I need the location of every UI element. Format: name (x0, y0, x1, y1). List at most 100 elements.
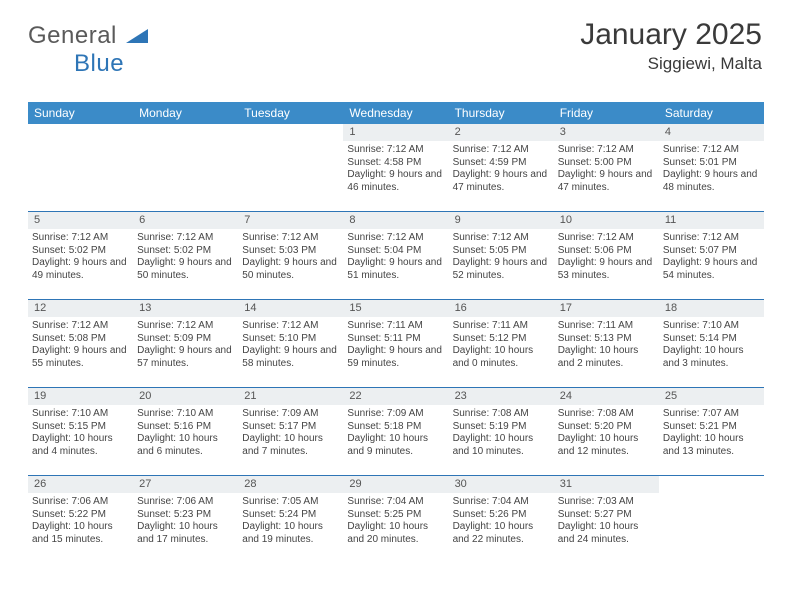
sunrise-line: Sunrise: 7:10 AM (137, 408, 234, 421)
sunset-line: Sunset: 5:20 PM (558, 421, 655, 434)
day-number (28, 124, 133, 141)
sunrise-line: Sunrise: 7:11 AM (453, 320, 550, 333)
day-details: Sunrise: 7:11 AMSunset: 5:11 PMDaylight:… (343, 317, 448, 370)
day-number: 27 (133, 476, 238, 493)
calendar-day: 17Sunrise: 7:11 AMSunset: 5:13 PMDayligh… (554, 300, 659, 387)
day-details: Sunrise: 7:06 AMSunset: 5:22 PMDaylight:… (28, 493, 133, 546)
sunset-line: Sunset: 5:22 PM (32, 509, 129, 522)
sunset-line: Sunset: 5:10 PM (242, 333, 339, 346)
day-header: Wednesday (343, 106, 448, 120)
sunset-line: Sunset: 5:14 PM (663, 333, 760, 346)
sunrise-line: Sunrise: 7:04 AM (453, 496, 550, 509)
sunset-line: Sunset: 5:12 PM (453, 333, 550, 346)
day-details: Sunrise: 7:09 AMSunset: 5:18 PMDaylight:… (343, 405, 448, 458)
sunset-line: Sunset: 5:15 PM (32, 421, 129, 434)
day-number: 16 (449, 300, 554, 317)
daylight-line: Daylight: 10 hours and 17 minutes. (137, 521, 234, 546)
sunrise-line: Sunrise: 7:10 AM (663, 320, 760, 333)
day-details: Sunrise: 7:08 AMSunset: 5:19 PMDaylight:… (449, 405, 554, 458)
daylight-line: Daylight: 9 hours and 47 minutes. (453, 169, 550, 194)
daylight-line: Daylight: 10 hours and 7 minutes. (242, 433, 339, 458)
calendar-day (28, 124, 133, 211)
sunrise-line: Sunrise: 7:11 AM (558, 320, 655, 333)
sunrise-line: Sunrise: 7:12 AM (558, 232, 655, 245)
sunrise-line: Sunrise: 7:09 AM (242, 408, 339, 421)
day-number: 23 (449, 388, 554, 405)
day-number (133, 124, 238, 141)
calendar-header-row: SundayMondayTuesdayWednesdayThursdayFrid… (28, 102, 764, 124)
daylight-line: Daylight: 10 hours and 3 minutes. (663, 345, 760, 370)
calendar-day: 24Sunrise: 7:08 AMSunset: 5:20 PMDayligh… (554, 388, 659, 475)
day-number: 20 (133, 388, 238, 405)
sunset-line: Sunset: 5:03 PM (242, 245, 339, 258)
sunrise-line: Sunrise: 7:09 AM (347, 408, 444, 421)
sunrise-line: Sunrise: 7:07 AM (663, 408, 760, 421)
calendar-day: 1Sunrise: 7:12 AMSunset: 4:58 PMDaylight… (343, 124, 448, 211)
sunset-line: Sunset: 5:02 PM (137, 245, 234, 258)
day-details: Sunrise: 7:12 AMSunset: 5:06 PMDaylight:… (554, 229, 659, 282)
sunset-line: Sunset: 5:07 PM (663, 245, 760, 258)
day-details: Sunrise: 7:12 AMSunset: 5:02 PMDaylight:… (133, 229, 238, 282)
calendar-week: 26Sunrise: 7:06 AMSunset: 5:22 PMDayligh… (28, 476, 764, 564)
daylight-line: Daylight: 9 hours and 47 minutes. (558, 169, 655, 194)
calendar-day: 28Sunrise: 7:05 AMSunset: 5:24 PMDayligh… (238, 476, 343, 564)
daylight-line: Daylight: 9 hours and 54 minutes. (663, 257, 760, 282)
day-number: 11 (659, 212, 764, 229)
sunset-line: Sunset: 5:18 PM (347, 421, 444, 434)
location-label: Siggiewi, Malta (580, 54, 762, 74)
daylight-line: Daylight: 9 hours and 46 minutes. (347, 169, 444, 194)
daylight-line: Daylight: 9 hours and 48 minutes. (663, 169, 760, 194)
day-number (238, 124, 343, 141)
sunrise-line: Sunrise: 7:11 AM (347, 320, 444, 333)
calendar-week: 1Sunrise: 7:12 AMSunset: 4:58 PMDaylight… (28, 124, 764, 212)
day-details: Sunrise: 7:10 AMSunset: 5:16 PMDaylight:… (133, 405, 238, 458)
day-details: Sunrise: 7:04 AMSunset: 5:26 PMDaylight:… (449, 493, 554, 546)
day-details: Sunrise: 7:07 AMSunset: 5:21 PMDaylight:… (659, 405, 764, 458)
day-details: Sunrise: 7:06 AMSunset: 5:23 PMDaylight:… (133, 493, 238, 546)
sunset-line: Sunset: 5:06 PM (558, 245, 655, 258)
sunrise-line: Sunrise: 7:05 AM (242, 496, 339, 509)
sunrise-line: Sunrise: 7:06 AM (137, 496, 234, 509)
day-details: Sunrise: 7:12 AMSunset: 5:00 PMDaylight:… (554, 141, 659, 194)
calendar-day: 23Sunrise: 7:08 AMSunset: 5:19 PMDayligh… (449, 388, 554, 475)
sunset-line: Sunset: 5:27 PM (558, 509, 655, 522)
calendar-day: 31Sunrise: 7:03 AMSunset: 5:27 PMDayligh… (554, 476, 659, 564)
day-details: Sunrise: 7:08 AMSunset: 5:20 PMDaylight:… (554, 405, 659, 458)
sunset-line: Sunset: 4:58 PM (347, 157, 444, 170)
sunrise-line: Sunrise: 7:12 AM (558, 144, 655, 157)
sunrise-line: Sunrise: 7:06 AM (32, 496, 129, 509)
sunrise-line: Sunrise: 7:12 AM (242, 232, 339, 245)
sunset-line: Sunset: 5:23 PM (137, 509, 234, 522)
day-details: Sunrise: 7:12 AMSunset: 5:04 PMDaylight:… (343, 229, 448, 282)
calendar-week: 12Sunrise: 7:12 AMSunset: 5:08 PMDayligh… (28, 300, 764, 388)
calendar-day: 29Sunrise: 7:04 AMSunset: 5:25 PMDayligh… (343, 476, 448, 564)
calendar-day: 4Sunrise: 7:12 AMSunset: 5:01 PMDaylight… (659, 124, 764, 211)
day-details: Sunrise: 7:11 AMSunset: 5:12 PMDaylight:… (449, 317, 554, 370)
daylight-line: Daylight: 9 hours and 59 minutes. (347, 345, 444, 370)
sunset-line: Sunset: 5:26 PM (453, 509, 550, 522)
day-details: Sunrise: 7:12 AMSunset: 5:08 PMDaylight:… (28, 317, 133, 370)
calendar-day: 10Sunrise: 7:12 AMSunset: 5:06 PMDayligh… (554, 212, 659, 299)
calendar-day: 25Sunrise: 7:07 AMSunset: 5:21 PMDayligh… (659, 388, 764, 475)
day-number: 29 (343, 476, 448, 493)
calendar-day (133, 124, 238, 211)
calendar-day: 8Sunrise: 7:12 AMSunset: 5:04 PMDaylight… (343, 212, 448, 299)
day-details: Sunrise: 7:04 AMSunset: 5:25 PMDaylight:… (343, 493, 448, 546)
calendar-week: 5Sunrise: 7:12 AMSunset: 5:02 PMDaylight… (28, 212, 764, 300)
daylight-line: Daylight: 10 hours and 12 minutes. (558, 433, 655, 458)
calendar-day: 13Sunrise: 7:12 AMSunset: 5:09 PMDayligh… (133, 300, 238, 387)
sunrise-line: Sunrise: 7:12 AM (453, 232, 550, 245)
day-header: Monday (133, 106, 238, 120)
calendar-day: 27Sunrise: 7:06 AMSunset: 5:23 PMDayligh… (133, 476, 238, 564)
daylight-line: Daylight: 10 hours and 19 minutes. (242, 521, 339, 546)
sunset-line: Sunset: 5:09 PM (137, 333, 234, 346)
daylight-line: Daylight: 9 hours and 53 minutes. (558, 257, 655, 282)
day-number: 4 (659, 124, 764, 141)
logo: General Blue (28, 22, 148, 78)
calendar-day: 26Sunrise: 7:06 AMSunset: 5:22 PMDayligh… (28, 476, 133, 564)
calendar-day: 20Sunrise: 7:10 AMSunset: 5:16 PMDayligh… (133, 388, 238, 475)
day-details: Sunrise: 7:09 AMSunset: 5:17 PMDaylight:… (238, 405, 343, 458)
sunset-line: Sunset: 5:04 PM (347, 245, 444, 258)
sunrise-line: Sunrise: 7:12 AM (32, 320, 129, 333)
month-title: January 2025 (580, 18, 762, 52)
